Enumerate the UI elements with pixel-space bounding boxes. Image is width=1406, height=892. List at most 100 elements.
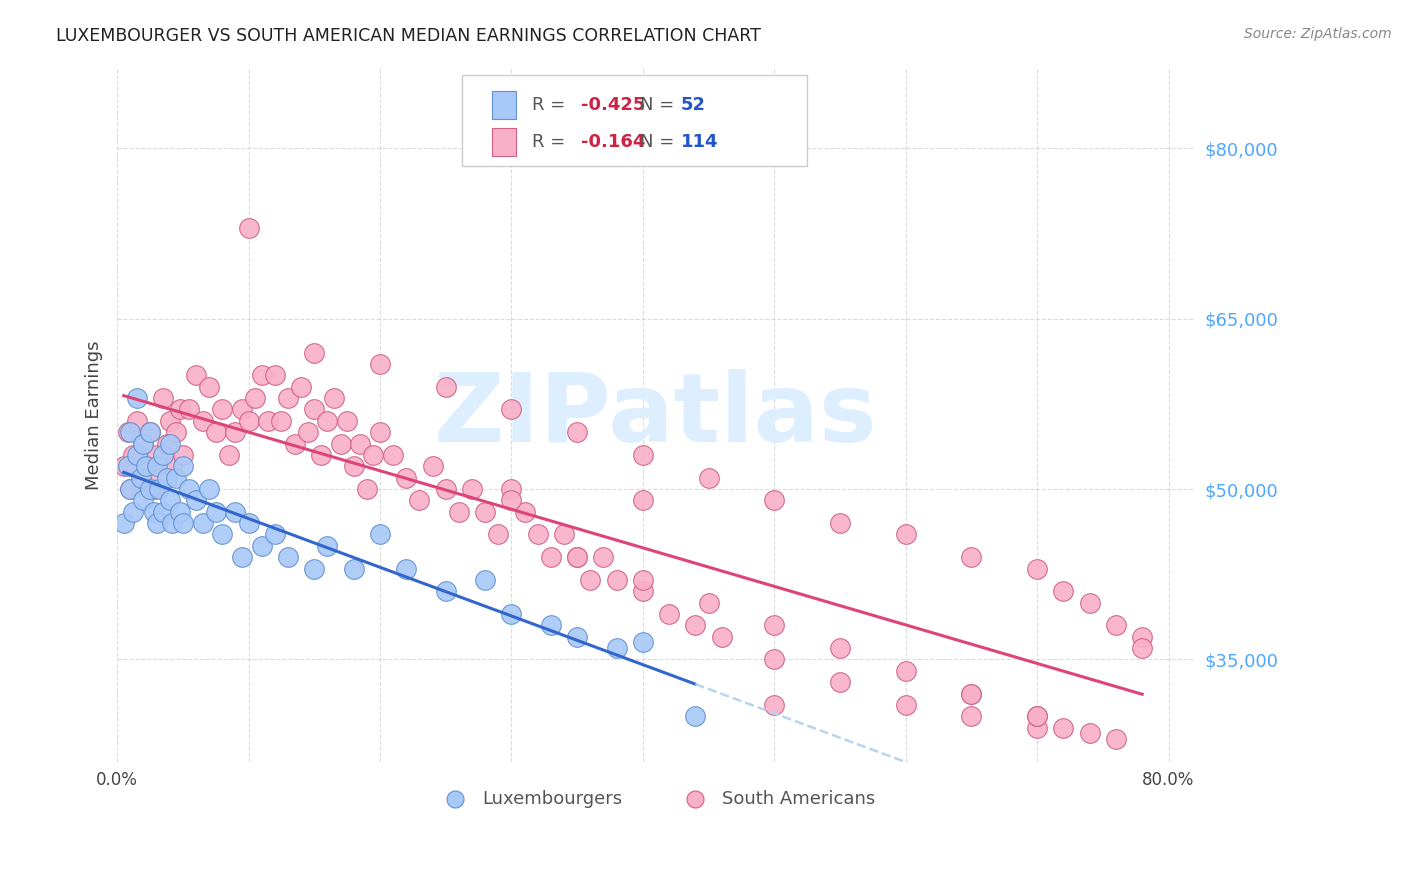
Point [697,470,720,484]
Point [763,493,786,508]
Point [697,596,720,610]
Point [395,561,418,575]
Point [184,493,207,508]
Point [264,368,287,383]
Point [143,482,166,496]
Point [343,459,366,474]
Point [658,607,681,621]
Text: N =: N = [640,96,673,114]
Point [323,391,346,405]
Point [565,550,588,565]
Point [145,516,167,530]
Text: Source: ZipAtlas.com: Source: ZipAtlas.com [1244,27,1392,41]
Point [165,470,187,484]
Point [363,448,385,462]
Point [960,550,983,565]
Point [565,425,588,440]
Point [501,607,523,621]
Point [125,448,148,462]
Point [1052,584,1074,599]
Point [304,402,326,417]
Point [145,459,167,474]
Point [1105,618,1128,632]
Text: -0.164: -0.164 [581,133,645,151]
Point [592,550,614,565]
Point [120,482,142,496]
Point [125,414,148,428]
Point [148,482,170,496]
Point [132,436,155,450]
Point [309,448,332,462]
Point [139,482,162,496]
Point [408,493,430,508]
Point [434,584,457,599]
Point [139,425,162,440]
Point [172,459,194,474]
Point [685,709,707,723]
Point [316,414,339,428]
Point [501,482,523,496]
Point [368,527,391,541]
Point [148,470,170,484]
Point [382,448,405,462]
Point [631,573,654,587]
Point [526,527,548,541]
Point [316,539,339,553]
Point [1026,561,1049,575]
Point [1130,641,1153,656]
Point [474,505,496,519]
Point [238,414,260,428]
Point [152,391,174,405]
Point [422,459,444,474]
Point [513,505,536,519]
Text: -0.425: -0.425 [581,96,645,114]
Point [553,527,575,541]
Point [894,698,917,712]
Point [243,391,266,405]
Point [172,516,194,530]
Point [960,687,983,701]
Point [343,561,366,575]
Point [486,527,509,541]
Point [224,425,246,440]
Point [238,220,260,235]
Point [179,402,201,417]
Point [145,448,167,462]
Point [211,402,233,417]
Point [132,436,155,450]
Point [1105,732,1128,747]
Point [159,493,181,508]
Point [894,664,917,678]
Point [828,675,851,690]
Point [135,459,157,474]
Point [159,436,181,450]
Point [156,470,179,484]
Point [162,516,184,530]
Point [169,402,191,417]
Text: R =: R = [531,96,565,114]
Point [447,505,470,519]
Point [165,425,187,440]
Point [264,527,287,541]
Point [238,516,260,530]
Point [763,698,786,712]
Point [129,470,152,484]
Point [204,425,226,440]
Point [356,482,378,496]
Point [290,380,312,394]
Point [198,380,221,394]
Point [184,368,207,383]
Point [434,482,457,496]
Text: 52: 52 [681,96,706,114]
Legend: Luxembourgers, South Americans: Luxembourgers, South Americans [430,782,882,815]
Point [894,527,917,541]
FancyBboxPatch shape [463,76,807,166]
Point [565,630,588,644]
Point [349,436,371,450]
Point [579,573,602,587]
Text: ZIPatlas: ZIPatlas [434,368,877,462]
Text: N =: N = [640,133,673,151]
Point [710,630,733,644]
Point [336,414,359,428]
Point [198,482,221,496]
